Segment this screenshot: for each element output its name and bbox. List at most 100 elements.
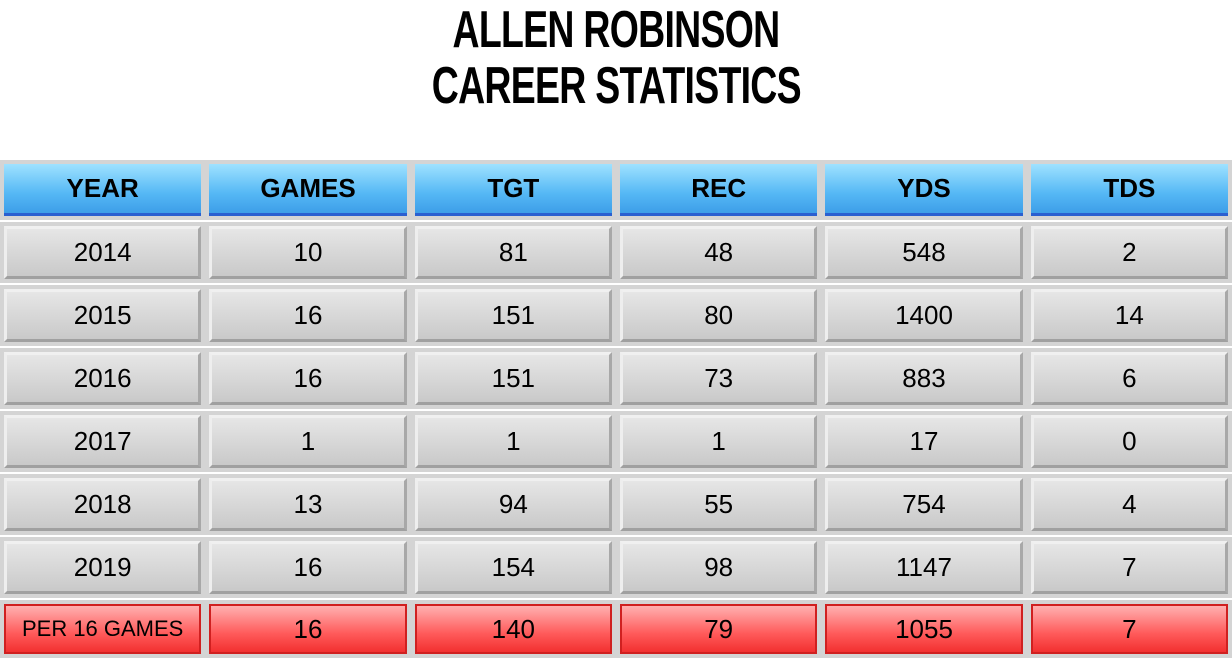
- title-text: ALLEN ROBINSON: [452, 1, 781, 59]
- data-cell: 2: [1026, 222, 1232, 283]
- title-text: CAREER STATISTICS: [431, 57, 801, 115]
- header: GAMES: [209, 164, 407, 216]
- data: 10: [209, 226, 407, 279]
- header-cell: TGT: [410, 160, 616, 220]
- data: 883: [825, 352, 1023, 405]
- data-cell: 1: [616, 411, 822, 472]
- data: 2: [1030, 226, 1228, 279]
- data: 151: [414, 289, 612, 342]
- footer-cell: 7: [1026, 600, 1232, 658]
- data: 80: [620, 289, 818, 342]
- header-cell: GAMES: [205, 160, 411, 220]
- header: YDS: [825, 164, 1023, 216]
- data-cell: 94: [410, 474, 616, 535]
- title-line: ALLEN ROBINSON: [0, 2, 1232, 58]
- footer-cell: 140: [410, 600, 616, 658]
- data-cell: 2017: [0, 411, 206, 472]
- header-cell: YDS: [821, 160, 1027, 220]
- data: 4: [1030, 478, 1228, 531]
- data-cell: 16: [205, 537, 411, 598]
- data-cell: 1400: [821, 285, 1027, 346]
- data-cell: 548: [821, 222, 1027, 283]
- data: 7: [1030, 541, 1228, 594]
- data-cell: 151: [410, 285, 616, 346]
- footer: 16: [209, 604, 407, 654]
- data-cell: 16: [205, 348, 411, 409]
- data-cell: 73: [616, 348, 822, 409]
- data: 2018: [4, 478, 202, 531]
- data: 754: [825, 478, 1023, 531]
- data: 2019: [4, 541, 202, 594]
- footer: 140: [414, 604, 612, 654]
- data-cell: 4: [1026, 474, 1232, 535]
- data-cell: 2014: [0, 222, 206, 283]
- footer-cell: 16: [205, 600, 411, 658]
- footer: 1055: [825, 604, 1023, 654]
- data: 98: [620, 541, 818, 594]
- data: 2015: [4, 289, 202, 342]
- data: 548: [825, 226, 1023, 279]
- data-cell: 1: [410, 411, 616, 472]
- data: 81: [414, 226, 612, 279]
- data-cell: 0: [1026, 411, 1232, 472]
- data: 13: [209, 478, 407, 531]
- data: 2014: [4, 226, 202, 279]
- data-cell: 2016: [0, 348, 206, 409]
- header: REC: [620, 164, 818, 216]
- header-cell: TDS: [1026, 160, 1232, 220]
- data: 6: [1030, 352, 1228, 405]
- footer: PER 16 GAMES: [4, 604, 202, 654]
- data-cell: 13: [205, 474, 411, 535]
- data-cell: 10: [205, 222, 411, 283]
- data-cell: 1147: [821, 537, 1027, 598]
- data-cell: 14: [1026, 285, 1232, 346]
- data: 16: [209, 352, 407, 405]
- data: 55: [620, 478, 818, 531]
- data-cell: 154: [410, 537, 616, 598]
- data-cell: 6: [1026, 348, 1232, 409]
- title-line: CAREER STATISTICS: [0, 58, 1232, 114]
- data: 0: [1030, 415, 1228, 468]
- header: TGT: [414, 164, 612, 216]
- data-cell: 883: [821, 348, 1027, 409]
- data-cell: 80: [616, 285, 822, 346]
- data: 94: [414, 478, 612, 531]
- data-cell: 7: [1026, 537, 1232, 598]
- data: 154: [414, 541, 612, 594]
- header: YEAR: [4, 164, 202, 216]
- data-cell: 754: [821, 474, 1027, 535]
- data-cell: 55: [616, 474, 822, 535]
- footer-cell: 1055: [821, 600, 1027, 658]
- data: 17: [825, 415, 1023, 468]
- data: 2017: [4, 415, 202, 468]
- data: 1: [414, 415, 612, 468]
- data: 16: [209, 541, 407, 594]
- data-cell: 2019: [0, 537, 206, 598]
- data-cell: 1: [205, 411, 411, 472]
- header-cell: YEAR: [0, 160, 206, 220]
- data: 1400: [825, 289, 1023, 342]
- footer: 79: [620, 604, 818, 654]
- data: 2016: [4, 352, 202, 405]
- data-cell: 81: [410, 222, 616, 283]
- data-cell: 48: [616, 222, 822, 283]
- data-cell: 2018: [0, 474, 206, 535]
- footer-cell: 79: [616, 600, 822, 658]
- data: 16: [209, 289, 407, 342]
- footer: 7: [1030, 604, 1228, 654]
- data: 1: [209, 415, 407, 468]
- data-cell: 98: [616, 537, 822, 598]
- data-cell: 2015: [0, 285, 206, 346]
- data: 1147: [825, 541, 1023, 594]
- data: 151: [414, 352, 612, 405]
- header: TDS: [1030, 164, 1228, 216]
- data-cell: 151: [410, 348, 616, 409]
- data: 14: [1030, 289, 1228, 342]
- header-cell: REC: [616, 160, 822, 220]
- data-cell: 16: [205, 285, 411, 346]
- footer-cell: PER 16 GAMES: [0, 600, 206, 658]
- data: 73: [620, 352, 818, 405]
- data: 48: [620, 226, 818, 279]
- data: 1: [620, 415, 818, 468]
